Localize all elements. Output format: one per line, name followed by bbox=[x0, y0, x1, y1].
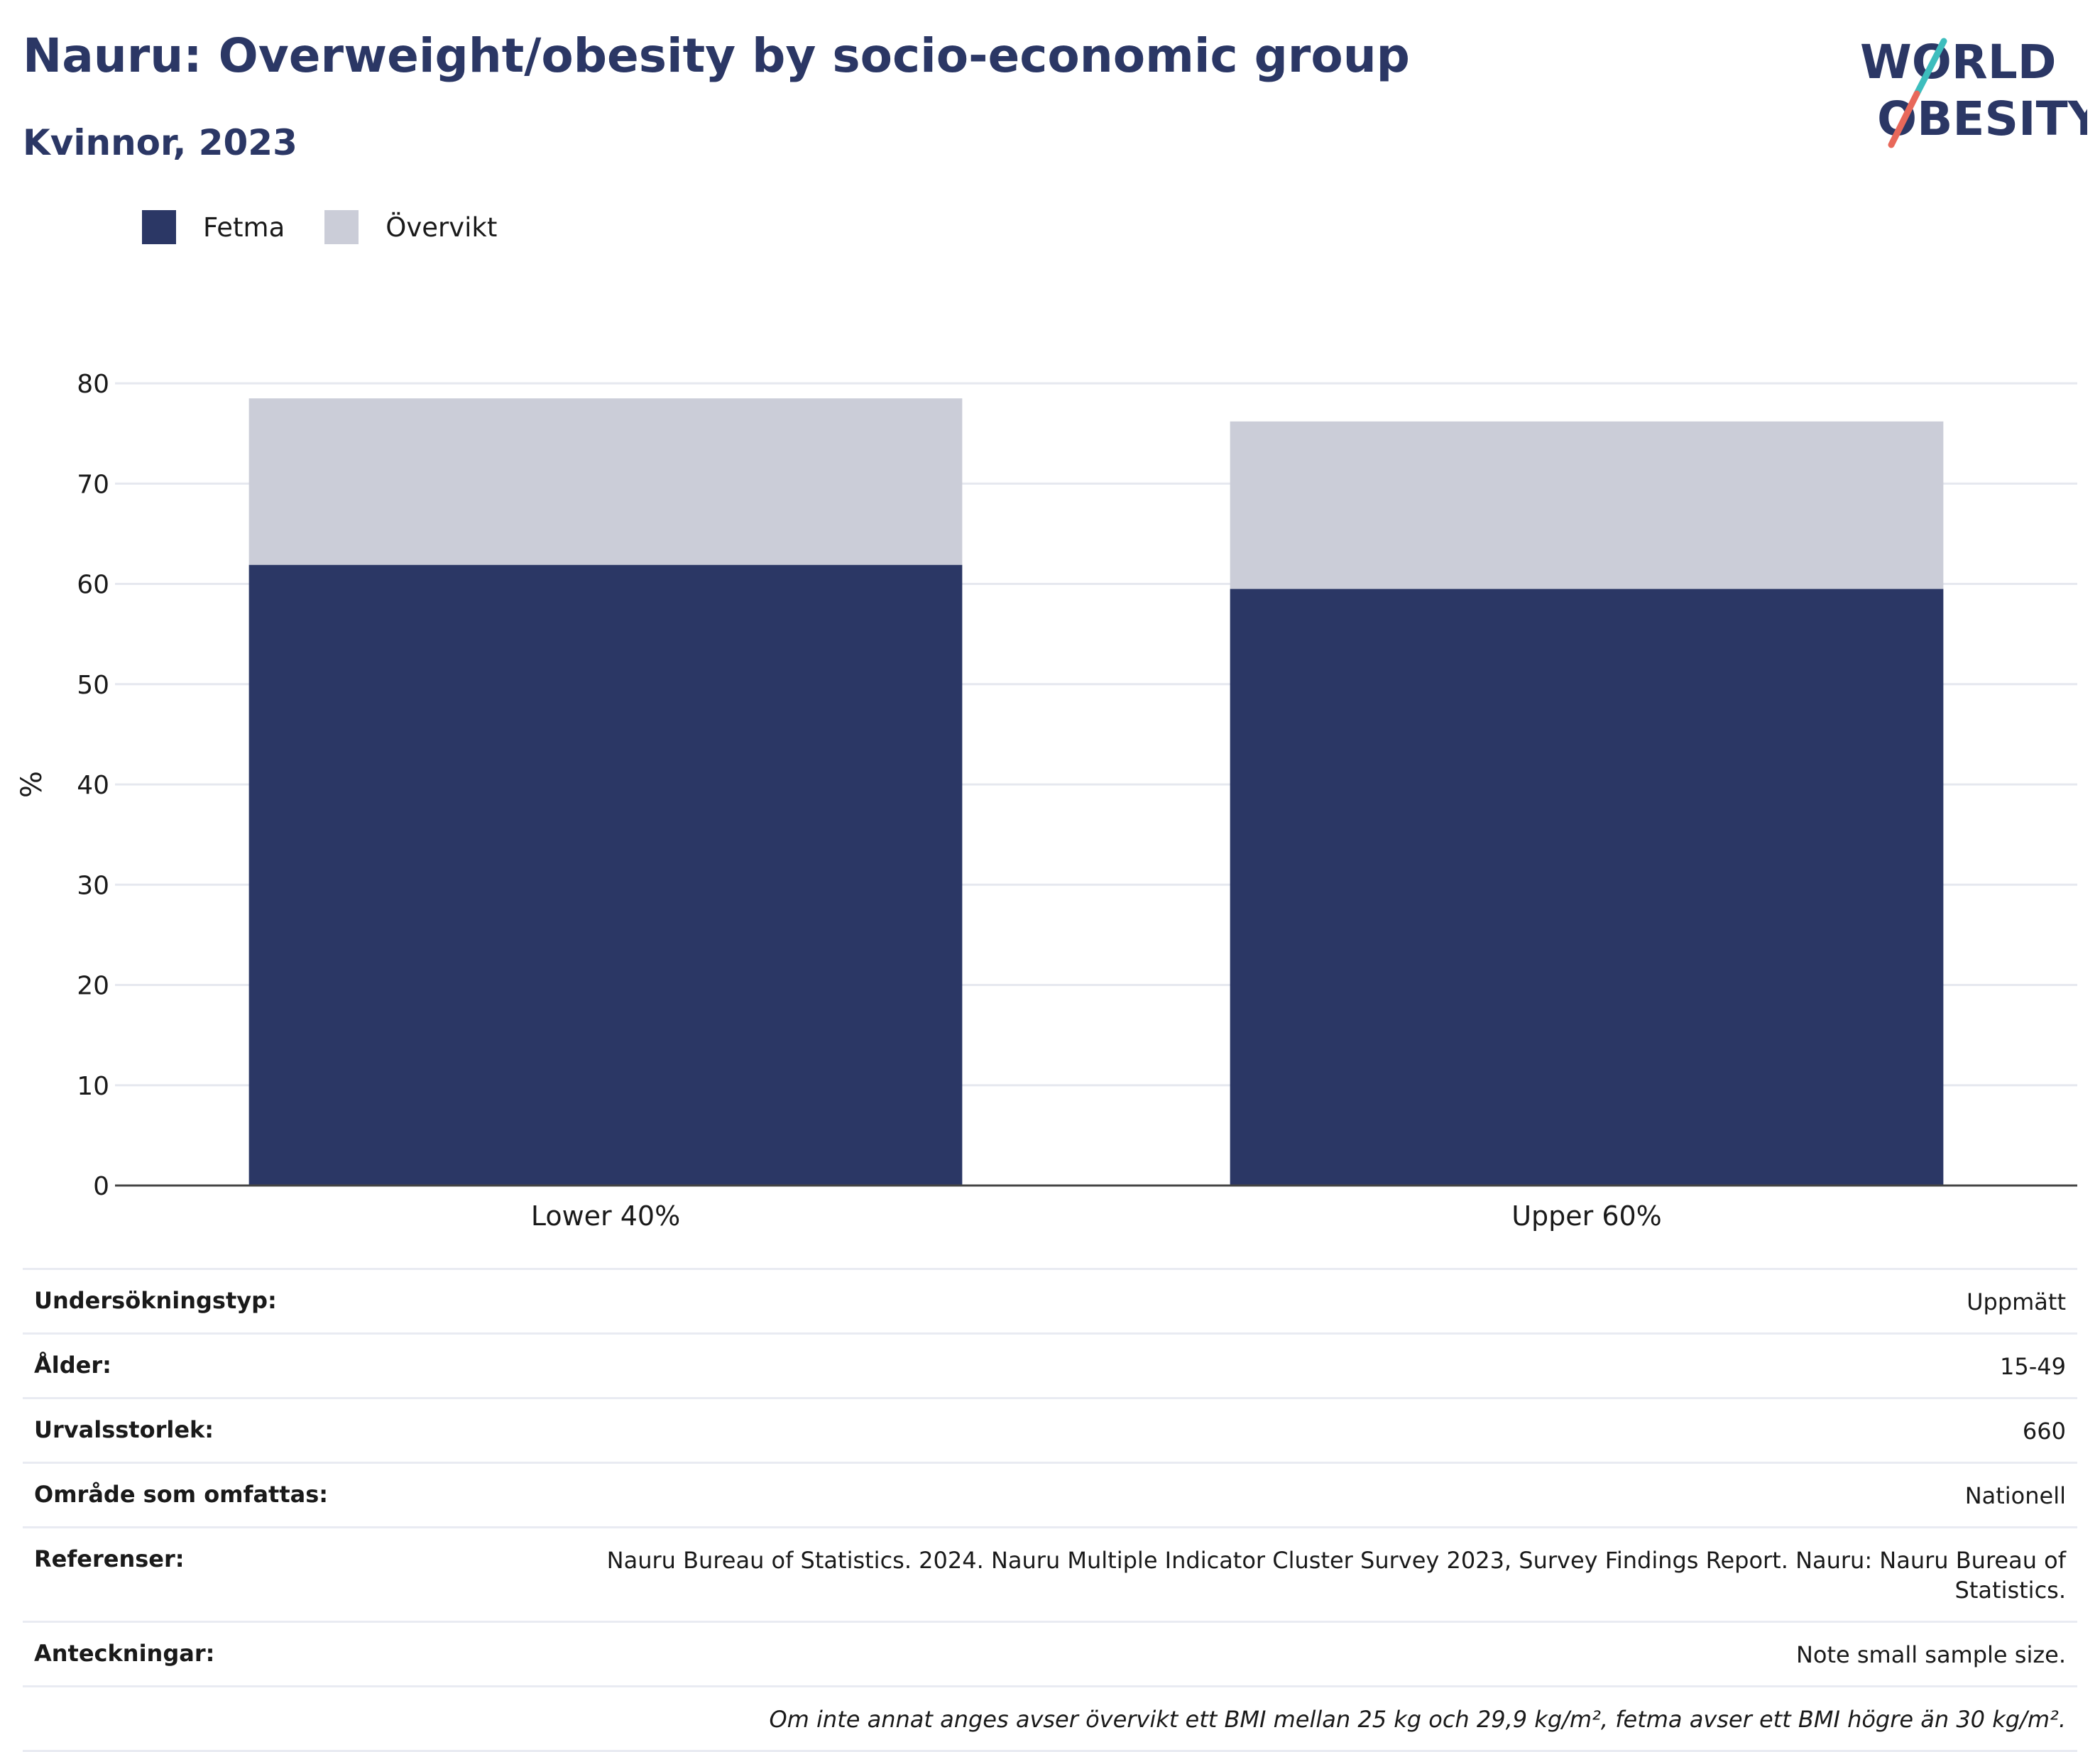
info-value: 15-49 bbox=[2000, 1353, 2066, 1380]
info-key: Anteckningar: bbox=[34, 1640, 215, 1667]
info-key: Urvalsstorlek: bbox=[34, 1416, 214, 1443]
bar--vervikt-0 bbox=[248, 398, 963, 565]
info-row-notes: Anteckningar: Note small sample size. bbox=[23, 1621, 2077, 1685]
legend-swatch-overvikt bbox=[324, 210, 359, 244]
stacked-bar-chart: 0 10 20 30 40 50 60 70 80 Lower 40% Upper 60%% bbox=[16, 370, 2077, 1232]
info-value: Uppmätt bbox=[1967, 1288, 2066, 1315]
chart-subtitle: Kvinnor, 2023 bbox=[23, 122, 297, 163]
bar--vervikt-1 bbox=[1230, 421, 1944, 589]
y-tick-label: 0 bbox=[93, 1172, 109, 1201]
y-tick-label: 70 bbox=[77, 470, 109, 499]
info-key: Referenser: bbox=[34, 1545, 185, 1572]
y-tick-label: 50 bbox=[77, 671, 109, 700]
y-axis-label: % bbox=[16, 771, 48, 798]
x-category-label: Lower 40% bbox=[531, 1200, 680, 1232]
legend-label-fetma: Fetma bbox=[203, 212, 285, 243]
logo-text-world: WORLD bbox=[1860, 35, 2057, 89]
y-tick-label: 30 bbox=[77, 871, 109, 900]
y-tick-label: 40 bbox=[77, 771, 109, 800]
logo-text-obesity: OBESITY bbox=[1877, 92, 2087, 146]
legend-swatch-fetma bbox=[142, 210, 176, 244]
info-value: Note small sample size. bbox=[1795, 1641, 2066, 1668]
world-obesity-logo: WORLD OBESITY bbox=[1860, 35, 2087, 148]
footnote: Om inte annat anges avser övervikt ett B… bbox=[769, 1706, 2066, 1733]
bar-fetma-0 bbox=[248, 564, 963, 1186]
chart-title: Nauru: Overweight/obesity by socio-econo… bbox=[23, 28, 1410, 83]
info-value: Nationell bbox=[1964, 1482, 2066, 1509]
y-tick-label: 20 bbox=[77, 972, 109, 1001]
legend: Fetma Övervikt bbox=[142, 210, 537, 244]
info-table: Undersökningstyp: Uppmätt Ålder: 15-49 U… bbox=[23, 1268, 2077, 1752]
info-row-references: Referenser: Nauru Bureau of Statistics. … bbox=[23, 1526, 2077, 1621]
info-row-survey-type: Undersökningstyp: Uppmätt bbox=[23, 1268, 2077, 1332]
info-key: Område som omfattas: bbox=[34, 1481, 329, 1508]
info-key: Undersökningstyp: bbox=[34, 1287, 277, 1314]
y-tick-label: 80 bbox=[77, 370, 109, 399]
x-category-label: Upper 60% bbox=[1511, 1200, 1662, 1232]
y-tick-label: 10 bbox=[77, 1072, 109, 1101]
info-value: 660 bbox=[2022, 1418, 2066, 1445]
bar-fetma-1 bbox=[1230, 588, 1944, 1186]
info-row-sample-size: Urvalsstorlek: 660 bbox=[23, 1397, 2077, 1462]
y-tick-label: 60 bbox=[77, 571, 109, 600]
info-value: Nauru Bureau of Statistics. 2024. Nauru … bbox=[606, 1547, 2066, 1604]
info-key: Ålder: bbox=[34, 1352, 111, 1379]
legend-item-fetma[interactable]: Fetma bbox=[142, 210, 285, 244]
info-row-coverage: Område som omfattas: Nationell bbox=[23, 1462, 2077, 1526]
info-footnote-row: Om inte annat anges avser övervikt ett B… bbox=[23, 1685, 2077, 1752]
legend-label-overvikt: Övervikt bbox=[385, 212, 498, 243]
legend-item-overvikt[interactable]: Övervikt bbox=[324, 210, 497, 244]
info-row-age: Ålder: 15-49 bbox=[23, 1332, 2077, 1397]
